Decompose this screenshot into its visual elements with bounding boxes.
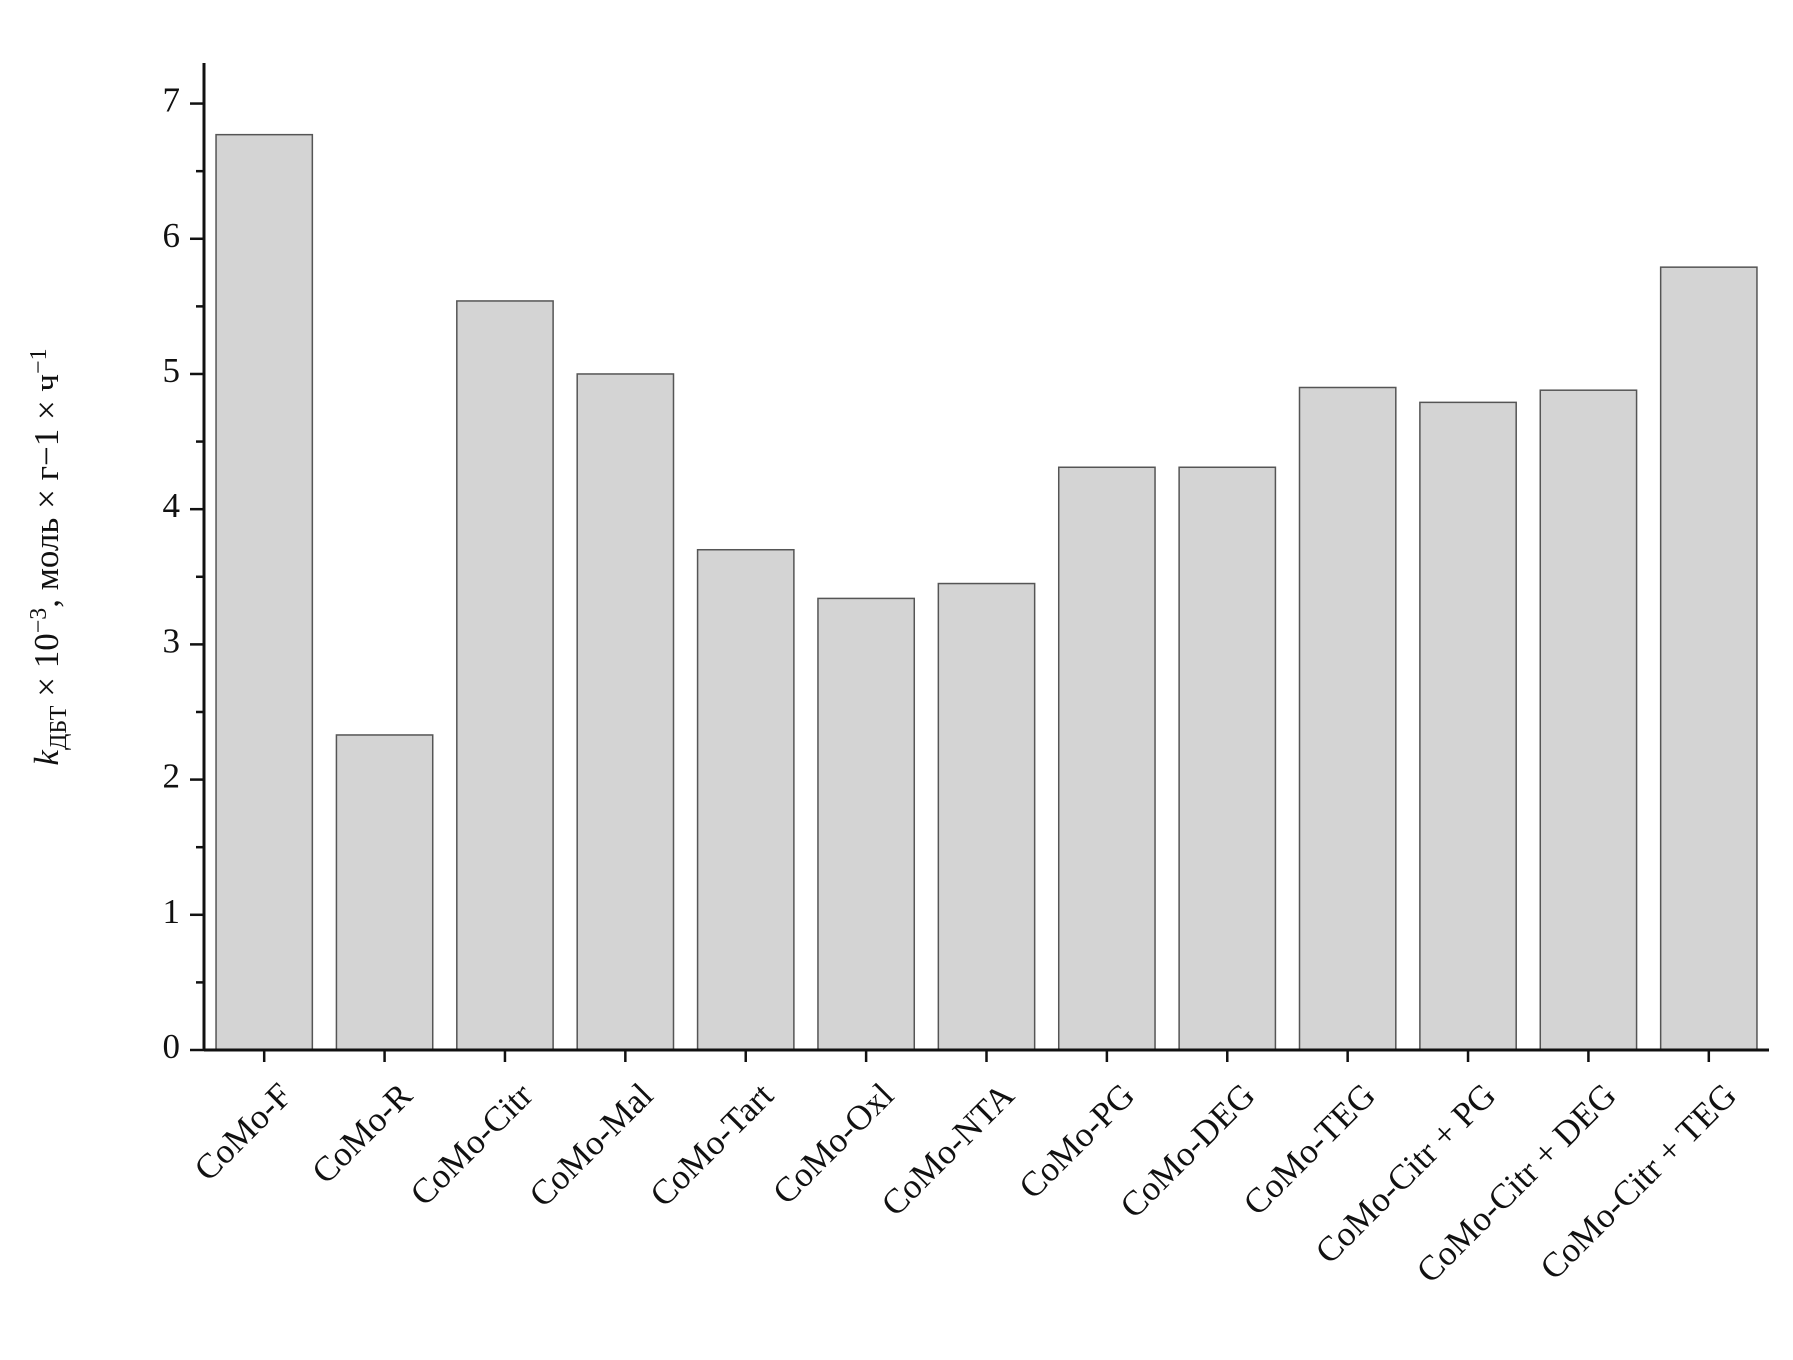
x-tick-label: CoMo-Mal [522,1075,661,1214]
y-label-text: × 10 [27,633,66,705]
y-label-symbol: k [27,749,66,766]
bar [576,373,675,1051]
x-tick-label: CoMo-Citr [403,1075,541,1213]
bar [1298,386,1397,1051]
y-tick-label: 1 [163,892,181,931]
x-tick-label: CoMo-NTA [874,1075,1022,1223]
x-tick-label: CoMo-R [304,1075,420,1191]
y-tick-label: 3 [163,621,181,660]
bar [1419,401,1517,1051]
x-tick-label: CoMo-Citr + DEG [1409,1076,1624,1291]
bar [1178,466,1277,1051]
bar [215,133,314,1051]
y-tick-label: 2 [163,757,181,796]
y-tick-label: 6 [163,216,181,255]
bar [1539,389,1638,1051]
y-axis-label: kДБТ × 10−3, моль × г−1 × ч−1 [26,348,72,765]
x-tick-label: CoMo-Tart [642,1075,781,1214]
bar [1659,266,1758,1051]
y-tick-label: 5 [163,351,181,390]
y-tick-label: 4 [163,486,181,525]
y-label-text: , моль × г−1 × ч [27,374,66,608]
bar [817,597,916,1051]
y-label-superscript: −3 [26,608,52,634]
y-label-subscript: ДБТ [46,705,72,750]
bar [696,548,795,1051]
y-tick-label: 7 [163,81,181,120]
x-tick-label: CoMo-F [187,1076,300,1189]
bar [937,582,1036,1051]
y-label-superscript: −1 [26,348,52,374]
y-tick-label: 0 [163,1027,181,1066]
bar [335,734,434,1051]
bar [1057,466,1156,1051]
bar [456,300,554,1051]
